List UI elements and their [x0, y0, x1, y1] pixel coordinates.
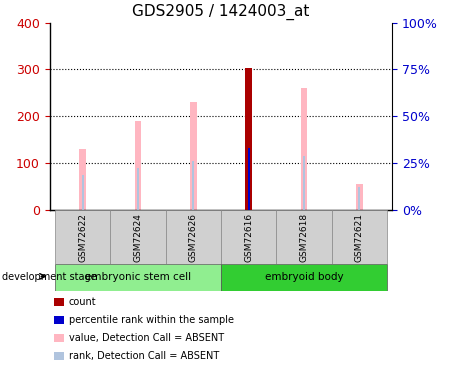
- Bar: [135, 121, 141, 210]
- Text: rank, Detection Call = ABSENT: rank, Detection Call = ABSENT: [69, 351, 219, 361]
- Text: embryoid body: embryoid body: [265, 273, 343, 282]
- Bar: [248, 148, 250, 210]
- Text: GSM72618: GSM72618: [299, 213, 308, 262]
- Text: GSM72626: GSM72626: [189, 213, 198, 262]
- Bar: [303, 156, 305, 210]
- Bar: [110, 210, 166, 264]
- Text: percentile rank within the sample: percentile rank within the sample: [69, 315, 234, 325]
- Bar: [358, 187, 360, 210]
- Bar: [276, 210, 331, 264]
- Bar: [245, 69, 252, 210]
- Bar: [221, 264, 387, 291]
- Bar: [245, 68, 252, 210]
- Bar: [137, 168, 139, 210]
- Bar: [221, 210, 276, 264]
- Text: GSM72621: GSM72621: [354, 213, 364, 262]
- Bar: [248, 148, 250, 210]
- Bar: [190, 102, 197, 210]
- Text: embryonic stem cell: embryonic stem cell: [85, 273, 191, 282]
- Text: GSM72624: GSM72624: [133, 213, 143, 262]
- Text: value, Detection Call = ABSENT: value, Detection Call = ABSENT: [69, 333, 224, 343]
- Text: count: count: [69, 297, 96, 307]
- Text: GSM72616: GSM72616: [244, 213, 253, 262]
- Bar: [55, 264, 221, 291]
- Bar: [356, 184, 363, 210]
- Text: GSM72622: GSM72622: [78, 213, 87, 262]
- Text: development stage: development stage: [2, 272, 97, 282]
- Bar: [331, 210, 387, 264]
- Bar: [166, 210, 221, 264]
- Bar: [82, 175, 84, 210]
- Bar: [55, 210, 110, 264]
- Bar: [301, 88, 307, 210]
- Bar: [79, 149, 86, 210]
- Title: GDS2905 / 1424003_at: GDS2905 / 1424003_at: [132, 3, 310, 20]
- Bar: [192, 161, 194, 210]
